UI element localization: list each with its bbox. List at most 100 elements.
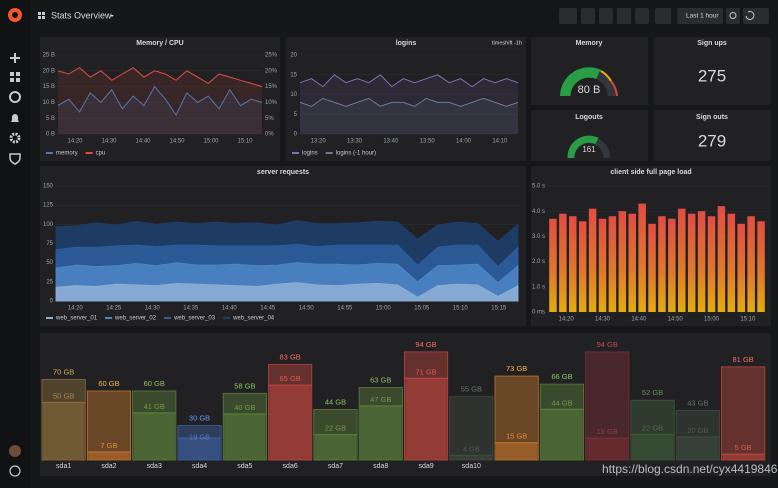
value-label: 19 GB — [597, 427, 618, 436]
series-line — [57, 66, 263, 88]
value-label: 63 GB — [370, 376, 391, 385]
y-tick-label: 5 B — [46, 116, 55, 122]
x-tick-label: sda10 — [462, 463, 481, 470]
x-tick-label: 15:10 — [237, 139, 253, 145]
value-label: 70 GB — [53, 367, 74, 376]
zoom-icon — [729, 12, 737, 19]
series-line — [299, 97, 519, 107]
bar — [86, 390, 132, 461]
x-tick-label: 13:40 — [383, 139, 399, 145]
logo-inner — [12, 12, 18, 18]
y-tick-label: 1.0 s — [532, 284, 545, 290]
header: Stats Overview Last 1 hour — [38, 8, 769, 24]
y-tick-label: 10 B — [43, 100, 55, 106]
legend-label: web_server_03 — [173, 316, 216, 322]
bar — [569, 216, 577, 312]
value-label: 55 GB — [461, 385, 482, 394]
bar — [360, 405, 402, 460]
x-tick-label: 14:40 — [631, 317, 647, 323]
gauge-value: 161 — [582, 145, 596, 154]
bar — [737, 223, 745, 312]
panel-title[interactable]: server requests — [257, 169, 309, 176]
bar — [88, 451, 130, 460]
panel-title[interactable]: Memory / CPU — [136, 40, 183, 47]
y-tick-label: 20 — [290, 53, 297, 59]
legend-label: web_server_02 — [114, 316, 157, 322]
legend-label: web_server_04 — [232, 316, 275, 322]
sidebar-bg — [0, 0, 30, 488]
panel-title[interactable]: Memory — [576, 40, 603, 47]
icon-alerting[interactable] — [11, 114, 19, 122]
bar — [450, 455, 492, 460]
refresh-button[interactable] — [743, 8, 769, 24]
value-label: 94 GB — [597, 340, 618, 349]
x-tick-label: sda9 — [418, 463, 433, 470]
panel-annotation: timeshift -1h — [492, 40, 522, 46]
dashboard-title[interactable]: Stats Overview — [51, 10, 112, 20]
bar — [668, 218, 676, 312]
value-label: 7 GB — [100, 441, 117, 450]
x-tick-label: sda8 — [373, 463, 388, 470]
user-avatar[interactable] — [9, 445, 21, 457]
icon-help[interactable] — [9, 465, 21, 477]
bar — [677, 437, 719, 460]
bar — [727, 213, 736, 312]
x-tick-label: sda7 — [328, 463, 343, 470]
value-label: 81 GB — [733, 355, 754, 364]
x-tick-label: 14:20 — [559, 317, 575, 323]
zoom-button[interactable] — [726, 8, 740, 24]
x-tick-label: 14:00 — [456, 139, 472, 145]
bar — [678, 208, 686, 312]
star-button[interactable] — [581, 8, 595, 24]
icon-create[interactable] — [10, 53, 20, 63]
icon-config[interactable] — [9, 132, 21, 144]
settings-button[interactable] — [635, 8, 649, 24]
tv-button[interactable] — [655, 8, 671, 24]
time-picker[interactable] — [677, 8, 723, 24]
value-label: 60 GB — [98, 379, 119, 388]
x-tick-label: 14:10 — [492, 139, 508, 145]
time-range[interactable]: Last 1 hour — [686, 13, 719, 20]
series-line — [299, 74, 519, 88]
x-tick-label: 14:30 — [595, 317, 611, 323]
value-label: 22 GB — [325, 424, 346, 433]
panel-title[interactable]: client side full page load — [610, 169, 691, 176]
y-tick-label: 0 B — [46, 132, 55, 138]
share-button[interactable] — [599, 8, 613, 24]
icon-explore[interactable] — [9, 91, 21, 103]
value-label: 22 GB — [642, 424, 663, 433]
value-label: 41 GB — [144, 402, 165, 411]
icon-dashboards[interactable] — [10, 72, 20, 82]
bar — [549, 218, 557, 312]
value-label: 65 GB — [280, 374, 301, 383]
value-label: 44 GB — [551, 398, 572, 407]
bar — [757, 221, 765, 312]
y-tick-label: 25 B — [43, 53, 55, 59]
bar — [717, 206, 726, 312]
y-tick-label: 3.0 s — [532, 234, 545, 240]
panel-title[interactable]: logins — [396, 40, 417, 47]
value-label: 60 GB — [144, 379, 165, 388]
bar — [178, 438, 221, 460]
bar — [314, 434, 357, 460]
y-tick-label: 5 — [294, 112, 298, 118]
panel-title[interactable]: Logouts — [575, 114, 603, 121]
x-tick-label: 15:00 — [704, 317, 720, 323]
value-label: 43 GB — [687, 399, 708, 408]
save-button[interactable] — [617, 8, 631, 24]
panel-title[interactable]: Sign outs — [696, 114, 728, 121]
value-label: 52 GB — [642, 388, 663, 397]
icon-admin[interactable] — [9, 153, 21, 165]
y-tick-label: 0 ms — [532, 310, 545, 316]
x-tick-label: 14:30 — [101, 139, 117, 145]
bar — [598, 218, 607, 312]
add-panel-button[interactable] — [559, 8, 577, 24]
x-tick-label: sda6 — [283, 463, 298, 470]
y-tick-label: 2.0 s — [532, 259, 545, 265]
panel-title[interactable]: Sign ups — [697, 40, 727, 47]
bar — [747, 216, 755, 312]
series-line — [57, 85, 263, 116]
value-label: 5 GB — [735, 443, 752, 452]
bar — [631, 434, 674, 460]
